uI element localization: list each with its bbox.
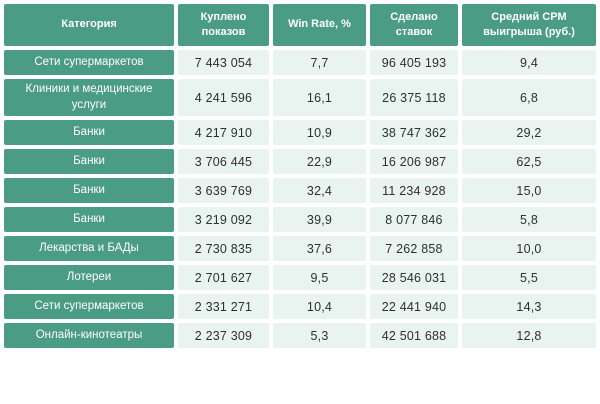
avg-cpm-cell: 5,5 xyxy=(462,265,596,291)
win-rate-cell: 32,4 xyxy=(273,178,366,204)
impressions-cell: 2 331 271 xyxy=(178,294,269,320)
table-row: Лотереи 2 701 627 9,5 28 546 031 5,5 xyxy=(4,265,596,291)
bids-cell: 26 375 118 xyxy=(370,79,458,117)
category-cell: Банки xyxy=(4,207,174,233)
category-cell: Лекарства и БАДы xyxy=(4,236,174,262)
table-row: Онлайн-кинотеатры 2 237 309 5,3 42 501 688 1… xyxy=(4,323,596,349)
avg-cpm-cell: 6,8 xyxy=(462,79,596,117)
impressions-cell: 2 237 309 xyxy=(178,323,269,349)
table-row: Клиники и медицинские услуги 4 241 596 16,… xyxy=(4,79,596,117)
win-rate-cell: 39,9 xyxy=(273,207,366,233)
category-cell: Лотереи xyxy=(4,265,174,291)
table-row: Лекарства и БАДы 2 730 835 37,6 7 262 858 10… xyxy=(4,236,596,262)
table-row: Банки 3 219 092 39,9 8 077 846 5,8 xyxy=(4,207,596,233)
category-cell: Онлайн-кинотеатры xyxy=(4,323,174,349)
win-rate-cell: 22,9 xyxy=(273,149,366,175)
header-row: Категория Куплено показов Win Rate, % Сдела… xyxy=(4,4,596,46)
win-rate-cell: 9,5 xyxy=(273,265,366,291)
ad-campaign-stats-table: Категория Куплено показов Win Rate, % Сдела… xyxy=(4,4,596,349)
table-row: Банки 3 706 445 22,9 16 206 987 62,5 xyxy=(4,149,596,175)
table-row: Сети супермаркетов 2 331 271 10,4 22 441 94… xyxy=(4,294,596,320)
column-header-bids-made: Сделано ставок xyxy=(370,4,458,46)
bids-cell: 28 546 031 xyxy=(370,265,458,291)
win-rate-cell: 7,7 xyxy=(273,50,366,75)
column-header-category: Категория xyxy=(4,4,174,46)
bids-cell: 38 747 362 xyxy=(370,120,458,146)
table-row: Банки 4 217 910 10,9 38 747 362 29,2 xyxy=(4,120,596,146)
table-row: Банки 3 639 769 32,4 11 234 928 15,0 xyxy=(4,178,596,204)
impressions-cell: 2 730 835 xyxy=(178,236,269,262)
avg-cpm-cell: 12,8 xyxy=(462,323,596,349)
avg-cpm-cell: 29,2 xyxy=(462,120,596,146)
impressions-cell: 4 217 910 xyxy=(178,120,269,146)
category-cell: Клиники и медицинские услуги xyxy=(4,79,174,117)
win-rate-cell: 16,1 xyxy=(273,79,366,117)
avg-cpm-cell: 5,8 xyxy=(462,207,596,233)
impressions-cell: 2 701 627 xyxy=(178,265,269,291)
win-rate-cell: 10,9 xyxy=(273,120,366,146)
impressions-cell: 3 639 769 xyxy=(178,178,269,204)
avg-cpm-cell: 14,3 xyxy=(462,294,596,320)
column-header-win-rate: Win Rate, % xyxy=(273,4,366,46)
win-rate-cell: 10,4 xyxy=(273,294,366,320)
impressions-cell: 3 706 445 xyxy=(178,149,269,175)
impressions-cell: 3 219 092 xyxy=(178,207,269,233)
avg-cpm-cell: 15,0 xyxy=(462,178,596,204)
column-header-impressions-bought: Куплено показов xyxy=(178,4,269,46)
category-cell: Банки xyxy=(4,178,174,204)
win-rate-cell: 37,6 xyxy=(273,236,366,262)
bids-cell: 42 501 688 xyxy=(370,323,458,349)
win-rate-cell: 5,3 xyxy=(273,323,366,349)
bids-cell: 8 077 846 xyxy=(370,207,458,233)
avg-cpm-cell: 62,5 xyxy=(462,149,596,175)
impressions-cell: 7 443 054 xyxy=(178,50,269,75)
bids-cell: 22 441 940 xyxy=(370,294,458,320)
table-row: Сети супермаркетов 7 443 054 7,7 96 405 193… xyxy=(4,50,596,75)
bids-cell: 7 262 858 xyxy=(370,236,458,262)
category-cell: Банки xyxy=(4,149,174,175)
column-header-avg-cpm: Средний CPM выигрыша (руб.) xyxy=(462,4,596,46)
category-cell: Банки xyxy=(4,120,174,146)
category-cell: Сети супермаркетов xyxy=(4,50,174,75)
avg-cpm-cell: 9,4 xyxy=(462,50,596,75)
impressions-cell: 4 241 596 xyxy=(178,79,269,117)
avg-cpm-cell: 10,0 xyxy=(462,236,596,262)
bids-cell: 96 405 193 xyxy=(370,50,458,75)
bids-cell: 11 234 928 xyxy=(370,178,458,204)
category-cell: Сети супермаркетов xyxy=(4,294,174,320)
bids-cell: 16 206 987 xyxy=(370,149,458,175)
